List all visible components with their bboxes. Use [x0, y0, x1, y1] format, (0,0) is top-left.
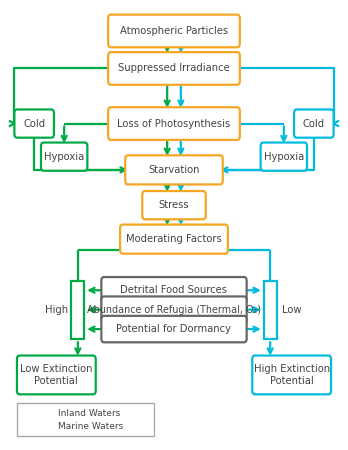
Text: Potential for Dormancy: Potential for Dormancy	[117, 324, 231, 334]
Bar	[71, 280, 84, 339]
Text: Starvation: Starvation	[148, 165, 200, 175]
Text: Low: Low	[282, 305, 301, 315]
FancyBboxPatch shape	[261, 143, 307, 171]
FancyBboxPatch shape	[101, 297, 247, 323]
FancyBboxPatch shape	[142, 191, 206, 219]
FancyBboxPatch shape	[294, 109, 334, 138]
Text: Detrital Food Sources: Detrital Food Sources	[120, 285, 228, 295]
Text: Stress: Stress	[159, 200, 189, 210]
Text: Cold: Cold	[303, 118, 325, 129]
Text: Suppressed Irradiance: Suppressed Irradiance	[118, 63, 230, 73]
FancyBboxPatch shape	[17, 356, 96, 394]
Text: High: High	[45, 305, 68, 315]
FancyBboxPatch shape	[101, 316, 247, 342]
FancyBboxPatch shape	[108, 15, 240, 47]
FancyBboxPatch shape	[120, 225, 228, 254]
FancyBboxPatch shape	[108, 52, 240, 85]
Text: Moderating Factors: Moderating Factors	[126, 234, 222, 244]
Text: Hypoxia: Hypoxia	[44, 152, 84, 162]
Text: Marine Waters: Marine Waters	[58, 423, 123, 432]
Text: Cold: Cold	[23, 118, 45, 129]
Text: Atmospheric Particles: Atmospheric Particles	[120, 26, 228, 36]
Text: Hypoxia: Hypoxia	[264, 152, 304, 162]
FancyBboxPatch shape	[101, 277, 247, 303]
FancyBboxPatch shape	[14, 109, 54, 138]
FancyBboxPatch shape	[41, 143, 87, 171]
Text: High Extinction
Potential: High Extinction Potential	[254, 364, 330, 386]
Bar	[17, 402, 153, 436]
FancyBboxPatch shape	[108, 107, 240, 140]
FancyBboxPatch shape	[125, 155, 223, 184]
Text: Inland Waters: Inland Waters	[58, 409, 120, 418]
Text: Loss of Photosynthesis: Loss of Photosynthesis	[117, 118, 231, 129]
Text: Low Extinction
Potential: Low Extinction Potential	[20, 364, 93, 386]
Text: Abundance of Refugia (Thermal, O₂): Abundance of Refugia (Thermal, O₂)	[87, 305, 261, 315]
Bar	[264, 280, 277, 339]
FancyBboxPatch shape	[252, 356, 331, 394]
